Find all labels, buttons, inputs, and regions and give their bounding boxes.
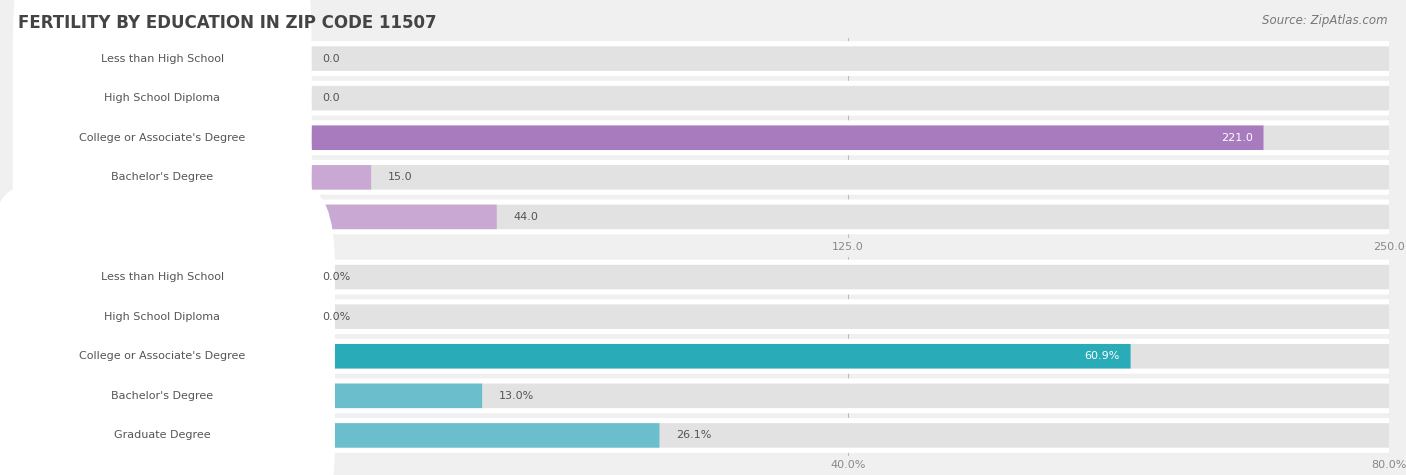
FancyBboxPatch shape xyxy=(13,0,312,149)
FancyBboxPatch shape xyxy=(13,8,312,189)
Text: 15.0: 15.0 xyxy=(388,172,412,182)
FancyBboxPatch shape xyxy=(18,120,1389,155)
FancyBboxPatch shape xyxy=(0,187,335,367)
Text: Graduate Degree: Graduate Degree xyxy=(114,430,211,440)
Text: 0.0%: 0.0% xyxy=(322,312,352,322)
FancyBboxPatch shape xyxy=(307,165,1389,190)
Text: High School Diploma: High School Diploma xyxy=(104,312,221,322)
FancyBboxPatch shape xyxy=(18,160,1389,195)
Text: FERTILITY BY EDUCATION IN ZIP CODE 11507: FERTILITY BY EDUCATION IN ZIP CODE 11507 xyxy=(18,14,437,32)
FancyBboxPatch shape xyxy=(0,227,335,407)
Text: 60.9%: 60.9% xyxy=(1084,351,1119,361)
FancyBboxPatch shape xyxy=(307,125,1389,150)
Text: 0.0%: 0.0% xyxy=(322,272,352,282)
Text: College or Associate's Degree: College or Associate's Degree xyxy=(79,133,245,143)
FancyBboxPatch shape xyxy=(307,384,482,408)
FancyBboxPatch shape xyxy=(18,200,1389,234)
FancyBboxPatch shape xyxy=(307,384,1389,408)
Text: 0.0: 0.0 xyxy=(322,54,340,64)
Text: 221.0: 221.0 xyxy=(1220,133,1253,143)
Text: Bachelor's Degree: Bachelor's Degree xyxy=(111,172,214,182)
FancyBboxPatch shape xyxy=(18,299,1389,334)
FancyBboxPatch shape xyxy=(18,418,1389,453)
FancyBboxPatch shape xyxy=(307,304,1389,329)
FancyBboxPatch shape xyxy=(13,127,312,307)
FancyBboxPatch shape xyxy=(0,345,335,475)
Text: College or Associate's Degree: College or Associate's Degree xyxy=(79,351,245,361)
FancyBboxPatch shape xyxy=(307,344,1130,369)
FancyBboxPatch shape xyxy=(18,81,1389,115)
FancyBboxPatch shape xyxy=(0,266,335,446)
FancyBboxPatch shape xyxy=(307,86,1389,111)
FancyBboxPatch shape xyxy=(307,423,1389,447)
Text: Less than High School: Less than High School xyxy=(101,54,224,64)
FancyBboxPatch shape xyxy=(13,87,312,267)
Text: 26.1%: 26.1% xyxy=(676,430,711,440)
FancyBboxPatch shape xyxy=(0,305,335,475)
FancyBboxPatch shape xyxy=(307,47,1389,71)
FancyBboxPatch shape xyxy=(307,344,1389,369)
FancyBboxPatch shape xyxy=(18,41,1389,76)
Text: 44.0: 44.0 xyxy=(513,212,538,222)
Text: 0.0: 0.0 xyxy=(322,93,340,103)
FancyBboxPatch shape xyxy=(307,265,1389,289)
FancyBboxPatch shape xyxy=(307,205,1389,229)
FancyBboxPatch shape xyxy=(307,165,371,190)
FancyBboxPatch shape xyxy=(18,260,1389,294)
FancyBboxPatch shape xyxy=(307,205,496,229)
Text: Less than High School: Less than High School xyxy=(101,272,224,282)
Text: 13.0%: 13.0% xyxy=(499,391,534,401)
FancyBboxPatch shape xyxy=(13,48,312,228)
FancyBboxPatch shape xyxy=(307,125,1264,150)
FancyBboxPatch shape xyxy=(307,423,659,447)
Text: Source: ZipAtlas.com: Source: ZipAtlas.com xyxy=(1263,14,1388,27)
Text: Graduate Degree: Graduate Degree xyxy=(114,212,211,222)
Text: High School Diploma: High School Diploma xyxy=(104,93,221,103)
Text: Bachelor's Degree: Bachelor's Degree xyxy=(111,391,214,401)
FancyBboxPatch shape xyxy=(18,339,1389,374)
FancyBboxPatch shape xyxy=(18,379,1389,413)
